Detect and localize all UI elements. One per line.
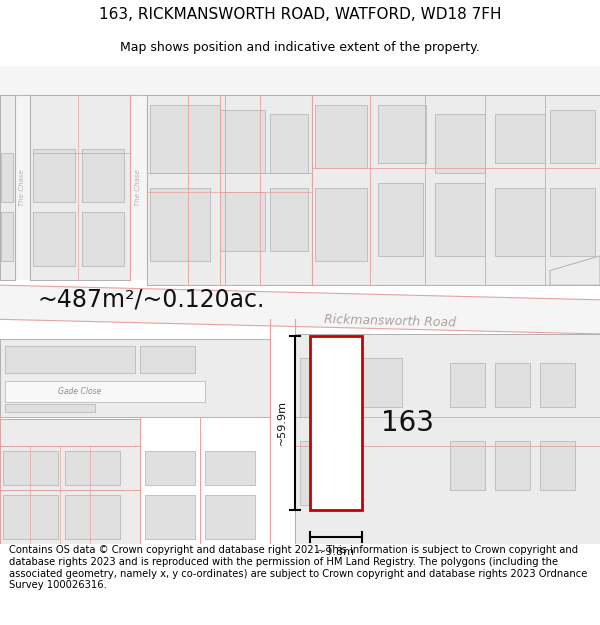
Bar [147, 95, 312, 285]
Text: Gade Close: Gade Close [58, 387, 101, 396]
Bar [1, 212, 13, 261]
Bar [140, 346, 195, 373]
Bar [550, 188, 595, 256]
Bar [220, 109, 265, 173]
Bar [450, 441, 485, 490]
Bar [450, 363, 485, 407]
Bar [300, 358, 350, 417]
Bar [205, 451, 255, 485]
Text: 163, RICKMANSWORTH ROAD, WATFORD, WD18 7FH: 163, RICKMANSWORTH ROAD, WATFORD, WD18 7… [99, 7, 501, 22]
Bar [495, 441, 530, 490]
Bar [435, 182, 485, 256]
Polygon shape [130, 95, 147, 280]
Bar [145, 495, 195, 539]
Bar [540, 363, 575, 407]
Bar [310, 336, 362, 509]
Polygon shape [15, 95, 30, 280]
Bar [270, 114, 308, 173]
Bar [220, 192, 265, 251]
Bar [65, 495, 120, 539]
Text: Contains OS data © Crown copyright and database right 2021. This information is : Contains OS data © Crown copyright and d… [9, 546, 587, 590]
Bar [3, 495, 58, 539]
Bar [0, 417, 270, 544]
Bar [315, 188, 367, 261]
Bar [30, 95, 130, 280]
Polygon shape [0, 285, 600, 334]
Bar [82, 212, 124, 266]
Bar [150, 188, 210, 261]
Bar [0, 339, 270, 417]
Bar [495, 188, 545, 256]
Bar [295, 334, 600, 544]
Bar [150, 104, 220, 173]
Text: The Chase: The Chase [135, 169, 141, 206]
Text: ~59.9m: ~59.9m [277, 400, 287, 445]
Text: Rickmansworth Road: Rickmansworth Road [324, 313, 456, 329]
Bar [0, 95, 15, 280]
Bar [0, 419, 140, 544]
Bar [5, 404, 95, 412]
Bar [360, 358, 402, 407]
Bar [145, 451, 195, 485]
Bar [378, 182, 423, 256]
Bar [300, 441, 350, 505]
Bar [0, 66, 600, 95]
Bar [205, 495, 255, 539]
Bar [82, 149, 124, 202]
Bar [5, 381, 205, 402]
Bar [5, 346, 135, 373]
Bar [270, 188, 308, 251]
Bar [1, 154, 13, 202]
Bar [550, 109, 595, 163]
Bar [495, 114, 545, 163]
Text: ~9.8m: ~9.8m [317, 547, 355, 557]
Bar [435, 114, 485, 173]
Bar [65, 451, 120, 485]
Bar [3, 451, 58, 485]
Text: ~487m²/~0.120ac.: ~487m²/~0.120ac. [38, 288, 265, 312]
Bar [315, 104, 367, 168]
Text: 163: 163 [380, 409, 433, 437]
Text: Map shows position and indicative extent of the property.: Map shows position and indicative extent… [120, 41, 480, 54]
Bar [33, 212, 75, 266]
Bar [540, 441, 575, 490]
Bar [495, 363, 530, 407]
Bar [378, 104, 426, 163]
Bar [33, 149, 75, 202]
Polygon shape [550, 256, 600, 285]
Bar [312, 95, 600, 285]
Text: The Chase: The Chase [19, 169, 25, 206]
